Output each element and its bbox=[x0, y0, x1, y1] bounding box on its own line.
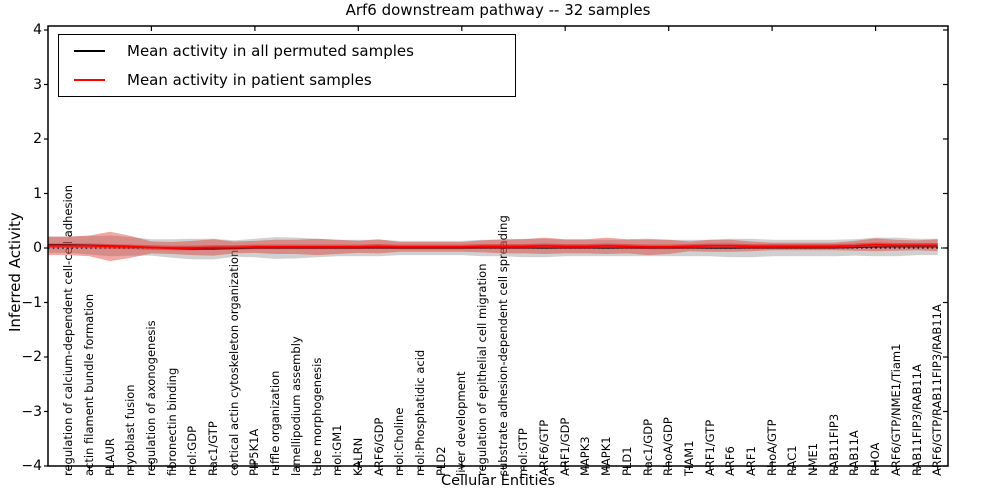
patient-mean-line bbox=[48, 243, 938, 249]
patient-line-swatch bbox=[74, 79, 105, 82]
y-tick-label: −4 bbox=[21, 458, 42, 474]
y-tick-label: 3 bbox=[33, 76, 42, 93]
permuted-line-swatch bbox=[74, 49, 105, 52]
y-tick-label: −1 bbox=[21, 294, 42, 311]
y-tick-label: −3 bbox=[21, 403, 42, 420]
plot-frame bbox=[47, 25, 949, 467]
y-tick-label: 0 bbox=[33, 240, 42, 256]
legend-item-patient: Mean activity in patient samples bbox=[59, 66, 515, 94]
legend-label-permuted: Mean activity in all permuted samples bbox=[127, 41, 414, 60]
y-tick-label: 1 bbox=[33, 185, 42, 202]
y-tick-label: 4 bbox=[33, 22, 42, 38]
legend-box: Mean activity in all permuted samples Me… bbox=[58, 34, 516, 97]
y-tick-label: 2 bbox=[33, 131, 42, 147]
legend-label-patient: Mean activity in patient samples bbox=[127, 71, 372, 90]
chart-title: Arf6 downstream pathway -- 32 samples bbox=[345, 1, 651, 19]
legend-item-permuted: Mean activity in all permuted samples bbox=[59, 37, 515, 65]
y-tick-label: −2 bbox=[21, 349, 42, 365]
x-axis-label: Cellular Entities bbox=[440, 473, 556, 489]
